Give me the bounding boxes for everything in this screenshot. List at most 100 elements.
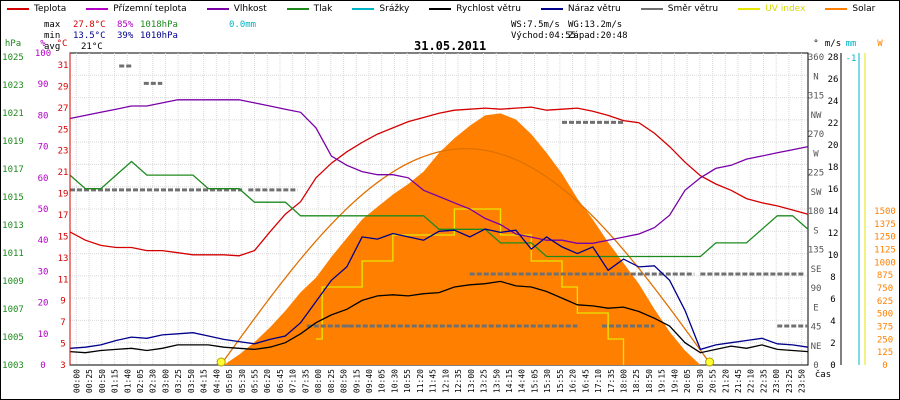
time-tick-label: 12:10	[441, 369, 450, 393]
stats-wind-speed: WS:7.5m/s	[511, 20, 560, 30]
time-tick-label: 15:30	[543, 369, 552, 393]
solar-tick-label: 500	[877, 310, 893, 320]
legend-item: Rychlost větru	[429, 4, 521, 14]
legend-item: Přízemní teplota	[86, 4, 187, 14]
wind-tick-label: 14	[828, 207, 839, 217]
rain-axis-title: mm	[846, 39, 857, 49]
direction-tick-label: 90	[811, 284, 822, 294]
legend-label: Solar	[852, 4, 876, 14]
direction-tick-label: 45	[811, 323, 822, 333]
wind-tick-label: 16	[828, 185, 839, 195]
temperature-tick-label: 11	[58, 275, 69, 285]
solar-tick-label: 1125	[874, 246, 896, 256]
legend-swatch	[540, 8, 563, 10]
stats-avg-label: avg	[44, 42, 61, 52]
direction-axis-title: °	[813, 39, 818, 49]
x-axis-unit: čas	[815, 369, 831, 380]
time-tick-label: 09:40	[365, 369, 374, 393]
stats-min-temp: 13.5°C	[73, 31, 106, 41]
hpa-tick-label: 1007	[2, 305, 24, 315]
time-tick-label: 06:20	[263, 369, 272, 393]
time-tick-label: 13:50	[492, 369, 501, 393]
time-tick-label: 12:35	[454, 369, 463, 393]
time-tick-label: 08:00	[314, 369, 323, 393]
time-tick-label: 20:55	[709, 369, 718, 393]
hpa-axis-title: hPa	[5, 39, 21, 49]
time-tick-label: 07:10	[289, 369, 298, 393]
humidity-tick-label: 20	[38, 299, 49, 309]
rain-tick-label: -1	[846, 54, 857, 64]
time-tick-label: 19:40	[670, 369, 679, 393]
stats-max-label: max	[44, 20, 61, 30]
direction-tick-label: S	[813, 226, 818, 236]
direction-tick-label: 315	[808, 92, 824, 102]
solar-tick-label: 750	[877, 284, 893, 294]
legend-item: Teplota	[7, 4, 66, 14]
time-tick-label: 01:15	[111, 369, 120, 393]
legend-swatch	[7, 8, 29, 10]
time-tick-label: 05:05	[225, 369, 234, 393]
wind-tick-label: 28	[828, 53, 839, 63]
time-tick-label: 08:25	[327, 369, 336, 393]
wind-tick-label: 0	[830, 361, 835, 371]
direction-tick-label: 360	[808, 53, 824, 63]
direction-tick-label: NE	[811, 342, 822, 352]
time-tick-label: 03:25	[174, 369, 183, 393]
time-tick-label: 16:20	[569, 369, 578, 393]
solar-tick-label: 1250	[874, 233, 896, 243]
direction-tick-label: SE	[811, 265, 822, 275]
legend-label: UV index	[765, 4, 806, 14]
legend: Teplota Přízemní teplota Vlhkost Tlak Srážky…	[1, 1, 899, 17]
time-tick-label: 09:15	[352, 369, 361, 393]
temperature-tick-label: 23	[58, 147, 69, 157]
stats-sunrise: Východ:04:55	[511, 31, 577, 41]
direction-tick-label: 270	[808, 130, 824, 140]
time-tick-label: 18:00	[620, 369, 629, 393]
legend-item: UV index	[738, 4, 805, 14]
temperature-tick-label: 29	[58, 82, 69, 92]
stats-rain: 0.0mm	[229, 20, 257, 30]
direction-tick-label: 135	[808, 246, 824, 256]
humidity-axis-title: %	[40, 39, 46, 49]
hpa-tick-label: 1025	[2, 53, 24, 63]
time-tick-label: 10:05	[378, 369, 387, 393]
time-tick-label: 11:20	[416, 369, 425, 393]
legend-item: Směr větru	[640, 4, 719, 14]
temperature-tick-label: 9	[60, 297, 65, 307]
time-tick-label: 07:35	[301, 369, 310, 393]
legend-swatch	[286, 8, 309, 10]
temperature-tick-label: 3	[60, 361, 65, 371]
chart-svg: hPa1025102310211019101710151013101110091…	[2, 39, 896, 393]
time-tick-label: 00:00	[72, 369, 81, 393]
solar-tick-label: 125	[877, 348, 893, 358]
legend-label: Náraz větru	[567, 4, 621, 14]
temperature-tick-label: 31	[58, 61, 69, 71]
legend-label: Směr větru	[667, 4, 719, 14]
stats-max-temp: 27.8°C	[73, 20, 106, 30]
solar-axis-title: W	[877, 39, 883, 49]
wind-tick-label: 12	[828, 229, 839, 239]
legend-item: Srážky	[352, 4, 409, 14]
humidity-tick-label: 70	[38, 143, 49, 153]
time-tick-label: 22:35	[759, 369, 768, 393]
temperature-tick-label: 13	[58, 254, 69, 264]
stats-avg-temp: 21°C	[81, 42, 103, 52]
wind-tick-label: 26	[828, 75, 839, 85]
humidity-tick-label: 100	[35, 49, 51, 59]
hpa-tick-label: 1005	[2, 333, 24, 343]
hpa-tick-label: 1023	[2, 81, 24, 91]
direction-tick-label: 180	[808, 207, 824, 217]
hpa-tick-label: 1003	[2, 361, 24, 371]
direction-tick-label: E	[813, 303, 818, 313]
temperature-tick-label: 15	[58, 232, 69, 242]
temperature-tick-label: 25	[58, 125, 69, 135]
time-tick-label: 19:15	[658, 369, 667, 393]
solar-tick-label: 375	[877, 323, 893, 333]
direction-tick-label: 0	[813, 361, 818, 371]
time-tick-label: 20:05	[683, 369, 692, 393]
time-tick-label: 23:25	[785, 369, 794, 393]
wind-tick-label: 18	[828, 163, 839, 173]
time-tick-label: 23:00	[772, 369, 781, 393]
time-tick-label: 04:40	[212, 369, 221, 393]
